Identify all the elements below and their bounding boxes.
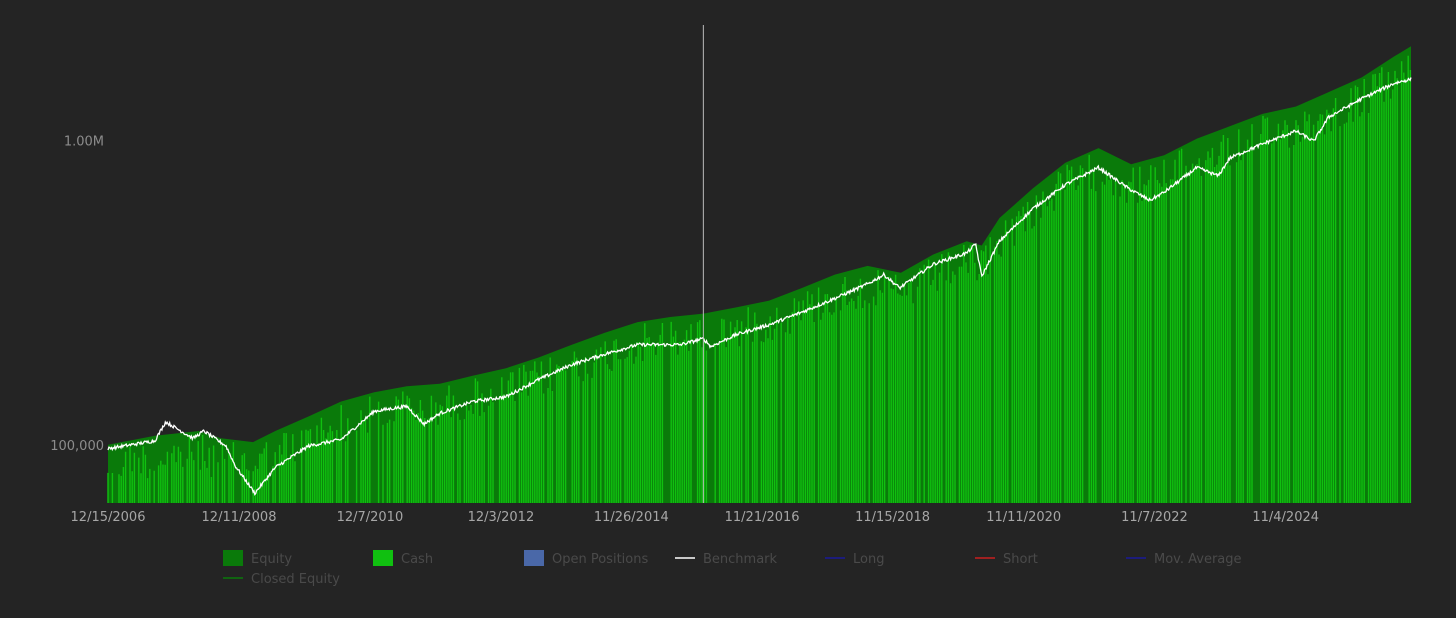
legend-item-open-positions[interactable]: Open Positions (524, 550, 648, 567)
x-tick-label: 11/11/2020 (986, 510, 1061, 525)
x-tick-label: 11/26/2014 (594, 510, 669, 525)
plot-area (107, 25, 1412, 504)
cash-bars (107, 55, 1412, 503)
x-tick-label: 11/15/2018 (855, 510, 930, 525)
x-tick-label: 11/21/2016 (725, 510, 800, 525)
legend: Equity Cash Open Positions Benchmark Long Sho… (223, 550, 1242, 587)
benchmark-line (107, 77, 1412, 496)
x-axis: 12/15/2006 12/11/2008 12/7/2010 12/3/2012 11… (71, 510, 1320, 525)
legend-item-mov-average[interactable]: Mov. Average (1126, 552, 1242, 567)
legend-label: Cash (401, 552, 433, 567)
x-tick-label: 12/11/2008 (202, 510, 277, 525)
legend-label: Open Positions (552, 552, 648, 567)
y-tick-label: 100,000 (50, 439, 104, 454)
y-tick-label: 1.00M (64, 134, 104, 149)
legend-item-long[interactable]: Long (825, 552, 884, 567)
legend-label: Equity (251, 552, 292, 567)
legend-item-cash[interactable]: Cash (373, 550, 433, 567)
legend-item-equity[interactable]: Equity (223, 550, 292, 567)
legend-label: Long (853, 552, 884, 567)
legend-swatch (373, 550, 393, 566)
x-tick-label: 12/15/2006 (71, 510, 146, 525)
legend-swatch (223, 550, 243, 566)
legend-item-closed-equity[interactable]: Closed Equity (223, 572, 340, 587)
x-tick-label: 12/7/2010 (337, 510, 404, 525)
legend-label: Short (1003, 552, 1038, 567)
x-tick-label: 11/4/2024 (1252, 510, 1319, 525)
legend-label: Mov. Average (1154, 552, 1242, 567)
x-tick-label: 11/7/2022 (1121, 510, 1188, 525)
equity-area (108, 46, 1411, 504)
y-axis: 100,000 1.00M (50, 134, 104, 454)
legend-item-short[interactable]: Short (975, 552, 1038, 567)
legend-label: Closed Equity (251, 572, 340, 587)
legend-item-benchmark[interactable]: Benchmark (675, 552, 778, 567)
legend-swatch (524, 550, 544, 566)
legend-label: Benchmark (703, 552, 778, 567)
x-tick-label: 12/3/2012 (468, 510, 535, 525)
